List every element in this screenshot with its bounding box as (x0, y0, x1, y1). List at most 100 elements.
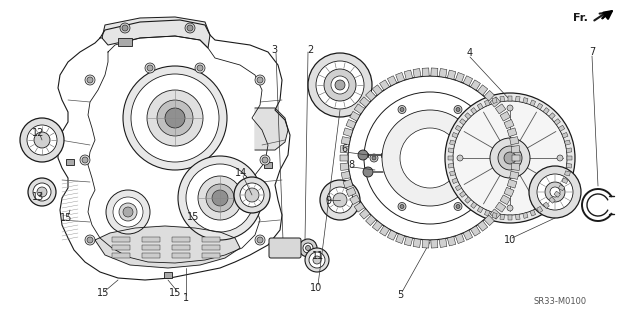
Polygon shape (508, 215, 512, 220)
Text: 7: 7 (589, 47, 595, 57)
Circle shape (308, 53, 372, 117)
Circle shape (363, 167, 373, 177)
Text: 15: 15 (97, 288, 109, 298)
Polygon shape (566, 148, 572, 152)
Polygon shape (500, 111, 510, 121)
Circle shape (456, 108, 460, 112)
Polygon shape (346, 187, 356, 197)
Circle shape (454, 203, 462, 211)
Circle shape (537, 174, 573, 210)
Bar (112, 237, 130, 242)
Polygon shape (439, 69, 447, 78)
Circle shape (260, 155, 270, 165)
Circle shape (335, 80, 345, 90)
Circle shape (240, 183, 264, 207)
Circle shape (382, 110, 478, 206)
Polygon shape (500, 214, 504, 220)
Polygon shape (354, 202, 365, 212)
Polygon shape (463, 76, 472, 86)
Bar (202, 245, 220, 250)
Polygon shape (341, 171, 350, 179)
Polygon shape (413, 69, 421, 78)
Circle shape (456, 204, 460, 209)
Text: 10: 10 (504, 235, 516, 245)
Polygon shape (58, 20, 290, 280)
Text: 9: 9 (325, 196, 331, 206)
Text: 14: 14 (235, 168, 247, 178)
Polygon shape (387, 230, 397, 240)
Circle shape (262, 157, 268, 163)
Circle shape (80, 155, 90, 165)
Polygon shape (504, 187, 514, 197)
Polygon shape (460, 119, 466, 125)
Polygon shape (449, 140, 456, 145)
Polygon shape (452, 178, 458, 183)
Polygon shape (508, 128, 517, 137)
Circle shape (257, 237, 263, 243)
Polygon shape (470, 226, 481, 236)
Polygon shape (567, 156, 572, 160)
Polygon shape (477, 103, 483, 110)
Circle shape (234, 177, 270, 213)
Polygon shape (396, 234, 404, 243)
Circle shape (490, 138, 530, 178)
Polygon shape (465, 197, 471, 203)
Circle shape (245, 188, 259, 202)
Circle shape (484, 156, 488, 160)
Circle shape (316, 61, 364, 109)
Text: 4: 4 (467, 48, 473, 58)
Polygon shape (360, 209, 370, 219)
Circle shape (85, 75, 95, 85)
Circle shape (87, 237, 93, 243)
Bar (202, 253, 220, 258)
Polygon shape (463, 230, 472, 240)
Polygon shape (422, 68, 429, 76)
Circle shape (147, 65, 153, 71)
Circle shape (82, 157, 88, 163)
Circle shape (482, 154, 490, 162)
Circle shape (34, 132, 50, 148)
Circle shape (372, 156, 376, 160)
Polygon shape (387, 76, 397, 86)
Polygon shape (465, 113, 471, 119)
Polygon shape (515, 96, 520, 102)
Polygon shape (490, 209, 500, 219)
Text: 6: 6 (341, 144, 347, 154)
Circle shape (324, 69, 356, 101)
Circle shape (113, 197, 143, 227)
Polygon shape (372, 85, 383, 95)
Text: 11: 11 (312, 251, 324, 261)
Circle shape (400, 128, 460, 188)
Polygon shape (564, 140, 570, 145)
Text: 5: 5 (397, 290, 403, 300)
Circle shape (119, 203, 137, 221)
Polygon shape (95, 226, 240, 268)
Bar (172, 237, 190, 242)
Polygon shape (460, 191, 466, 197)
Polygon shape (102, 17, 210, 48)
Circle shape (195, 63, 205, 73)
Text: 15: 15 (187, 212, 199, 222)
Polygon shape (118, 38, 132, 46)
Polygon shape (340, 145, 349, 153)
Polygon shape (372, 221, 383, 231)
Text: 3: 3 (271, 45, 277, 55)
Circle shape (145, 63, 155, 73)
Text: SR33-M0100: SR33-M0100 (533, 298, 587, 307)
Circle shape (257, 77, 263, 83)
Polygon shape (484, 215, 495, 226)
Polygon shape (511, 145, 520, 153)
Circle shape (557, 155, 563, 161)
Polygon shape (530, 100, 536, 106)
Circle shape (453, 101, 567, 215)
Text: 8: 8 (348, 160, 354, 170)
Circle shape (333, 193, 347, 207)
Circle shape (27, 125, 57, 155)
Polygon shape (562, 178, 568, 183)
Polygon shape (511, 163, 520, 170)
Circle shape (320, 180, 360, 220)
Polygon shape (365, 91, 376, 101)
Polygon shape (470, 80, 481, 90)
Circle shape (197, 65, 203, 71)
Polygon shape (448, 148, 454, 152)
